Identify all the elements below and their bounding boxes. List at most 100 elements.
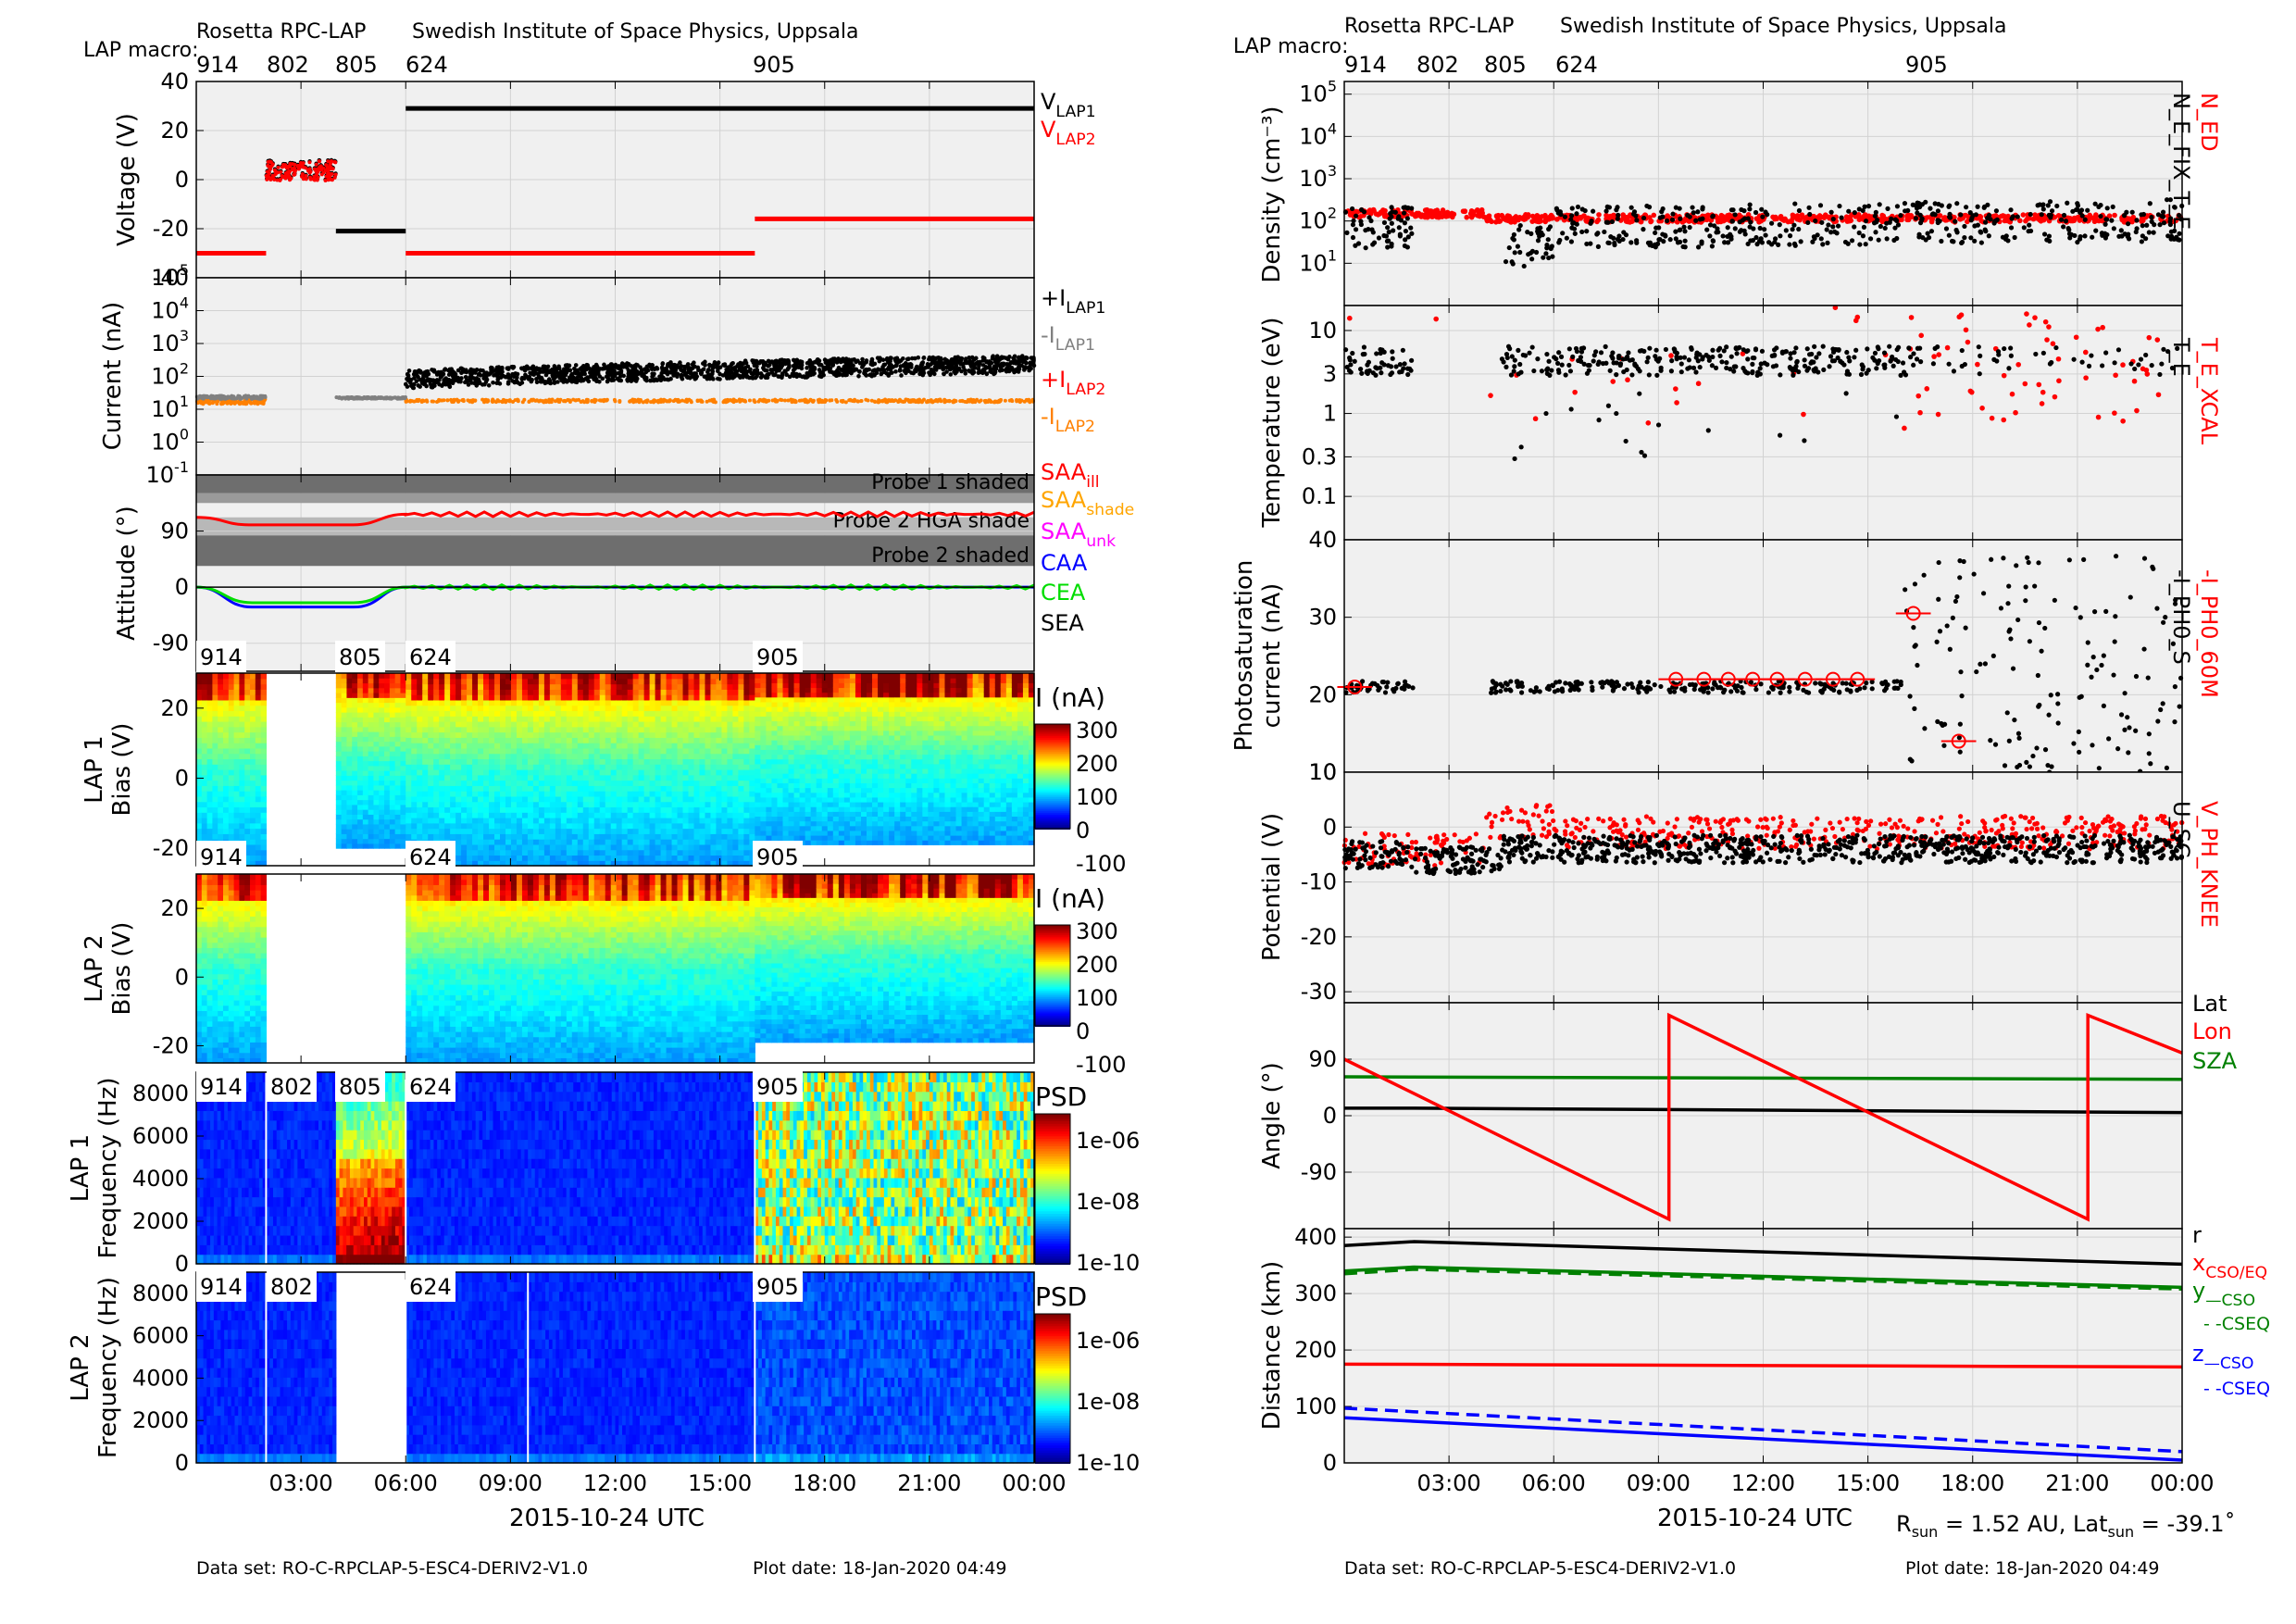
lap1-sweep-cell xyxy=(511,785,518,791)
lap1-sweep-cell xyxy=(212,673,218,679)
plus-ilap1-points-dot xyxy=(898,369,903,373)
lap1-sweep-cell xyxy=(417,706,423,711)
lap1-sweep-cell xyxy=(450,823,456,829)
lap1-sweep-cell xyxy=(483,802,490,807)
lap1-sweep-cell xyxy=(500,829,506,834)
lap1-sweep-cell xyxy=(450,700,456,706)
lap1-sweep-cell xyxy=(218,796,223,802)
lap1-sweep-cell xyxy=(572,684,579,690)
plus-ilap1-points-dot xyxy=(407,377,412,381)
lap1-sweep-cell xyxy=(428,684,434,690)
lap1-sweep-cell xyxy=(223,716,229,721)
lap1-sweep-cell xyxy=(439,706,445,711)
lap1-sweep-cell xyxy=(261,850,267,856)
lap1-sweep-cell xyxy=(422,684,429,690)
lap1-sweep-cell xyxy=(422,791,429,796)
lap1-sweep-cell xyxy=(212,754,218,759)
lap1-sweep-cell xyxy=(390,833,395,839)
plus-ilap1-points-dot xyxy=(498,381,503,386)
lap1-sweep-cell xyxy=(500,732,506,738)
lap1-sweep-cell xyxy=(505,785,512,791)
plus-ilap1-points-dot xyxy=(885,356,890,361)
lap1-sweep-cell xyxy=(363,766,368,771)
lap1-sweep-cell xyxy=(555,694,562,700)
lap1-sweep-cell xyxy=(218,764,223,769)
lap1-sweep-cell xyxy=(478,679,484,684)
lap1-sweep-cell xyxy=(234,785,240,791)
lap1-sweep-cell xyxy=(533,829,540,834)
lap1-sweep-cell xyxy=(422,758,429,764)
lap1-sweep-cell xyxy=(239,700,244,706)
plus-ilap1-points-dot xyxy=(731,375,736,380)
plus-ilap1-points-dot xyxy=(613,372,618,377)
vlap2-points-dot xyxy=(334,172,338,176)
lap1-sweep-cell xyxy=(555,839,562,844)
lap1-sweep-cell xyxy=(561,775,568,781)
lap1-sweep-cell xyxy=(218,806,223,812)
minus-ilap2-points-dot xyxy=(645,400,649,404)
lap1-sweep-cell xyxy=(212,791,218,796)
lap1-sweep-cell xyxy=(406,769,412,775)
lap1-sweep-cell xyxy=(472,769,479,775)
lap1-sweep-cell xyxy=(400,693,406,698)
lap1-sweep-cell xyxy=(511,732,518,738)
lap1-sweep-cell xyxy=(342,843,347,849)
lap1-sweep-cell xyxy=(368,746,374,752)
lap1-sweep-cell xyxy=(218,737,223,743)
minus-ilap2-points-dot xyxy=(821,400,825,404)
plus-ilap1-points-dot xyxy=(833,358,838,363)
plus-ilap1-points-dot xyxy=(792,369,796,373)
lap1-sweep-cell xyxy=(250,769,256,775)
lap1-sweep-cell xyxy=(555,679,562,684)
lap1-sweep-cell xyxy=(578,781,584,786)
minus-ilap2-points-dot xyxy=(967,399,971,403)
lap1-sweep-cell xyxy=(357,697,363,703)
lap1-sweep-cell xyxy=(500,679,506,684)
lap1-sweep-cell xyxy=(472,781,479,786)
lap1-sweep-cell xyxy=(433,758,440,764)
lap1-sweep-cell xyxy=(352,703,357,708)
lap1-sweep-cell xyxy=(539,737,545,743)
lap1-sweep-cell xyxy=(244,785,250,791)
lap1-sweep-cell xyxy=(461,748,468,754)
lap1-sweep-cell xyxy=(250,781,256,786)
plus-ilap1-points-dot xyxy=(752,360,756,365)
lap1-sweep-cell xyxy=(261,785,267,791)
lap1-sweep-cell xyxy=(461,694,468,700)
lap1-sweep-cell xyxy=(346,707,352,713)
lap1-sweep-cell xyxy=(450,732,456,738)
lap1-sweep-cell xyxy=(494,829,501,834)
plus-ilap1-points-dot xyxy=(984,372,989,377)
lap1-sweep-cell xyxy=(406,796,412,802)
plus-ilap1-points-dot xyxy=(585,375,590,380)
lap1-sweep-cell xyxy=(256,700,261,706)
lap1-sweep-cell xyxy=(505,844,512,850)
lap1-sweep-cell xyxy=(256,706,261,711)
plus-ilap1-points-dot xyxy=(808,373,813,378)
lap1-sweep-cell xyxy=(395,805,401,810)
lap1-sweep-cell xyxy=(561,785,568,791)
lap1-sweep-cell xyxy=(261,823,267,829)
plus-ilap1-points-dot xyxy=(679,368,683,372)
lap1-sweep-cell xyxy=(336,683,342,689)
lap1-sweep-cell xyxy=(229,684,234,690)
lap1-sweep-cell xyxy=(572,806,579,812)
tick-base: 10 xyxy=(146,462,175,488)
lap1-sweep-cell xyxy=(363,794,368,800)
lap1-sweep-cell xyxy=(352,824,357,830)
lap1-sweep-cell xyxy=(483,769,490,775)
minus-ilap2-points-dot xyxy=(215,402,218,406)
lap1-sweep-cell xyxy=(406,829,412,834)
lap1-sweep-cell xyxy=(239,732,244,738)
lap1-sweep-cell xyxy=(461,679,468,684)
plus-ilap1-points-dot xyxy=(764,362,768,367)
vlap2-points-dot xyxy=(279,170,282,174)
lap1-sweep-cell xyxy=(346,746,352,752)
lap1-sweep-cell xyxy=(261,802,267,807)
lap1-sweep-cell xyxy=(467,769,473,775)
lap1-sweep-cell xyxy=(373,673,379,679)
lap1-sweep-cell xyxy=(363,756,368,761)
plus-ilap1-points-dot xyxy=(612,369,617,373)
lap1-sweep-cell xyxy=(261,754,267,759)
minus-ilap2-points-dot xyxy=(705,400,709,404)
